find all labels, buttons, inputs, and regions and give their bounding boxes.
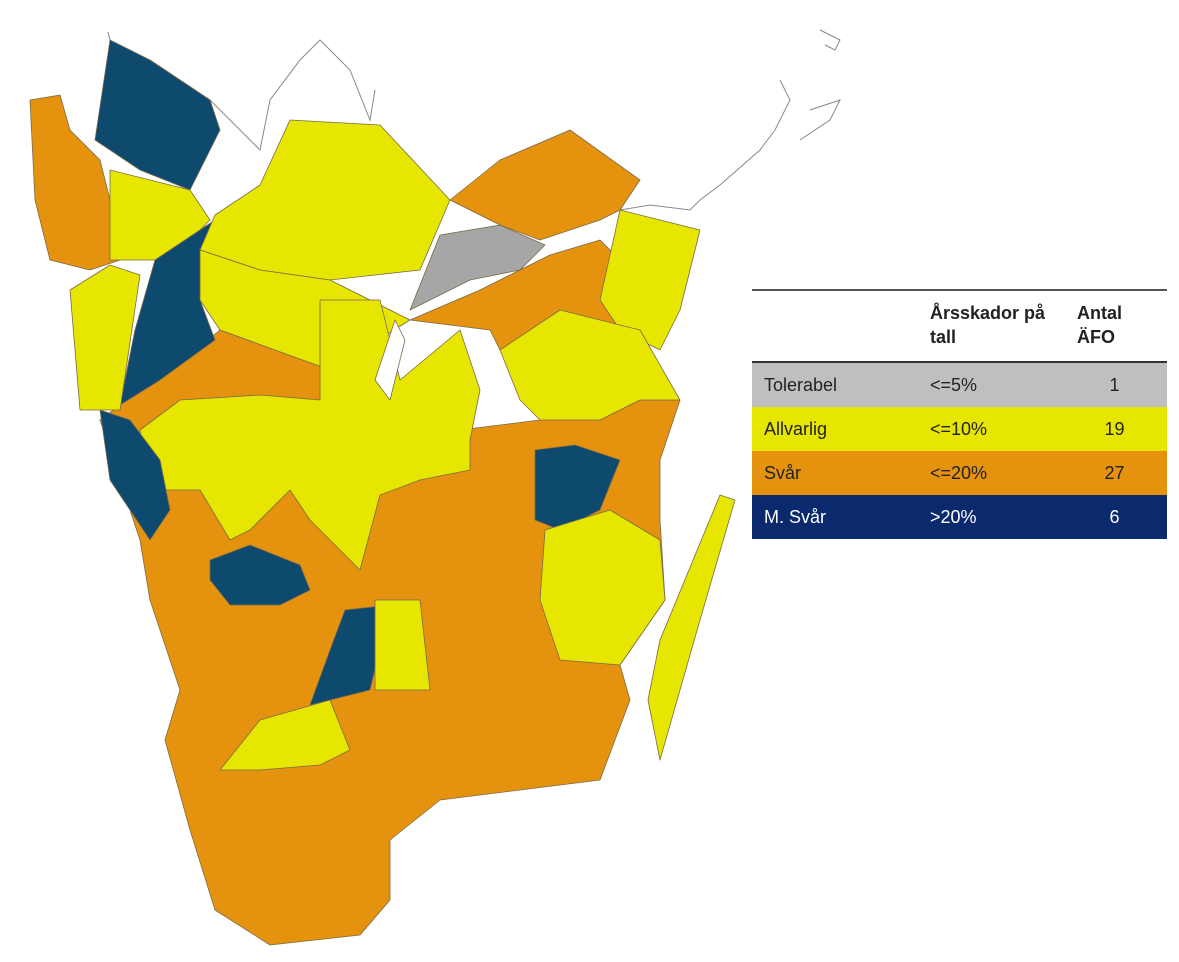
row-count: 27 xyxy=(1104,463,1125,483)
coast-line xyxy=(619,79,791,211)
coast-line xyxy=(799,99,841,141)
region-m-svar xyxy=(94,39,221,191)
legend-header: Årsskador på tall Antal ÄFO xyxy=(752,291,1167,363)
border-line xyxy=(819,29,841,51)
row-label: Tolerabel xyxy=(764,375,838,395)
column-header: Antal ÄFO xyxy=(1077,303,1122,347)
row-count: 19 xyxy=(1104,419,1125,439)
legend-row: Svår <=20% 27 xyxy=(752,451,1167,495)
map xyxy=(29,29,841,946)
row-range: >20% xyxy=(930,507,977,527)
region-allvarlig xyxy=(374,599,431,691)
region-svar xyxy=(449,129,641,241)
region-tolerabel xyxy=(409,224,546,311)
legend-row: Tolerabel <=5% 1 xyxy=(752,363,1167,407)
legend-row: M. Svår >20% 6 xyxy=(752,495,1167,539)
row-label: Svår xyxy=(764,463,802,483)
row-label: M. Svår xyxy=(764,507,827,527)
region-m-svar xyxy=(99,409,171,541)
region-allvarlig xyxy=(599,209,701,351)
region-m-svar xyxy=(209,544,311,606)
row-range: <=10% xyxy=(930,419,988,439)
region-allvarlig xyxy=(539,509,666,666)
region-allvarlig xyxy=(199,119,451,281)
row-count: 6 xyxy=(1109,507,1120,527)
row-range: <=20% xyxy=(930,463,988,483)
region-allvarlig xyxy=(219,699,351,771)
lake xyxy=(374,319,406,401)
legend-table: Årsskador på tall Antal ÄFO Tolerabel <=5… xyxy=(752,289,1167,539)
region-allvarlig xyxy=(499,309,681,421)
region-allvarlig xyxy=(69,264,141,411)
legend-row: Allvarlig <=10% 19 xyxy=(752,407,1167,451)
region-m-svar xyxy=(534,444,621,531)
legend-rows: Tolerabel <=5% 1 Allvarlig <=10% 19 Svår <=20% 2… xyxy=(752,363,1167,539)
region-allvarlig xyxy=(647,494,736,761)
column-header: Årsskador på tall xyxy=(930,303,1046,347)
region-m-svar xyxy=(119,219,216,406)
row-count: 1 xyxy=(1109,375,1120,395)
row-range: <=5% xyxy=(930,375,978,395)
row-label: Allvarlig xyxy=(764,419,828,439)
